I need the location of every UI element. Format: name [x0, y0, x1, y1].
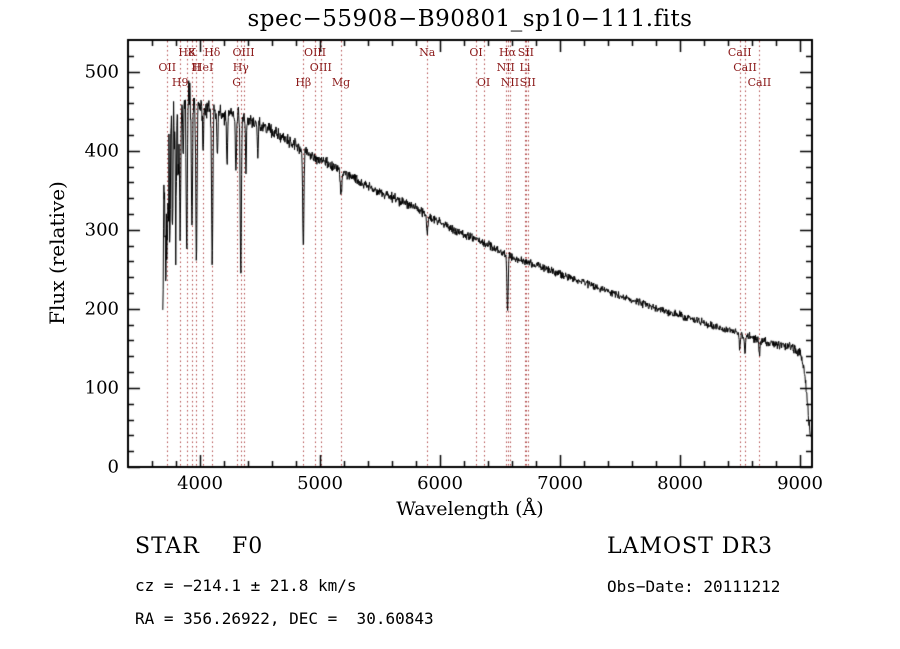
cz-value: cz = −214.1 ± 21.8 km/s	[135, 576, 357, 595]
y-tick-label: 200	[84, 298, 119, 320]
spectral-line-label: HeI	[192, 61, 214, 74]
spectral-line-label: Hγ	[232, 61, 249, 74]
spectral-line-label: G	[232, 76, 241, 89]
spectral-line-label: OIII	[309, 61, 332, 74]
obs-date-value: Obs−Date: 20111212	[607, 577, 781, 596]
x-axis-label: Wavelength (Å)	[396, 498, 544, 520]
spectral-line-label: Hβ	[295, 76, 312, 89]
spectral-line-label: H9	[171, 76, 189, 89]
spectral-line-label: Hδ	[204, 46, 221, 59]
spectral-line-label: H8	[178, 46, 195, 59]
x-tick-label: 9000	[777, 473, 823, 494]
spectral-line-label: OI	[469, 46, 483, 59]
y-tick-label: 100	[84, 377, 119, 399]
x-tick-label: 6000	[417, 473, 463, 494]
y-tick-label: 300	[84, 219, 119, 241]
spectral-line-label: K	[187, 46, 197, 59]
y-axis-label: Flux (relative)	[45, 181, 69, 325]
spectral-line-label: SII	[519, 76, 536, 89]
x-tick-label: 8000	[657, 473, 703, 494]
x-tick-label: 7000	[537, 473, 583, 494]
plot-title: spec−55908−B90801_sp10−111.fits	[247, 6, 693, 32]
spectral-line-label: OIII	[232, 46, 255, 59]
y-tick-label: 0	[107, 456, 119, 478]
spectral-line-label: CaII	[727, 46, 752, 59]
spectral-line-label: OIII	[304, 46, 327, 59]
spectral-line-label: SII	[517, 46, 535, 59]
spectral-line-label: Hα	[499, 46, 517, 59]
spectral-line-label: H	[191, 61, 201, 74]
object-class-label: STAR F0	[135, 534, 264, 559]
x-tick-label: 5000	[297, 473, 343, 494]
coordinates-value: RA = 356.26922, DEC = 30.60843	[135, 609, 434, 628]
y-tick-label: 400	[84, 140, 119, 162]
spectral-line-label: NII	[496, 61, 515, 74]
x-tick-label: 4000	[177, 473, 223, 494]
spectral-line-label: Na	[419, 46, 436, 59]
survey-label: LAMOST DR3	[607, 534, 773, 559]
spectral-line-label: Mg	[331, 76, 351, 89]
spectral-line-label: NII	[500, 76, 520, 89]
spectral-line-label: CaII	[733, 61, 757, 74]
spectral-line-label: Li	[519, 61, 531, 74]
spectral-line-label: CaII	[747, 76, 772, 89]
spectral-line-label: OII	[158, 61, 177, 74]
y-tick-label: 500	[84, 61, 119, 83]
spectral-line-label: OI	[476, 76, 491, 89]
